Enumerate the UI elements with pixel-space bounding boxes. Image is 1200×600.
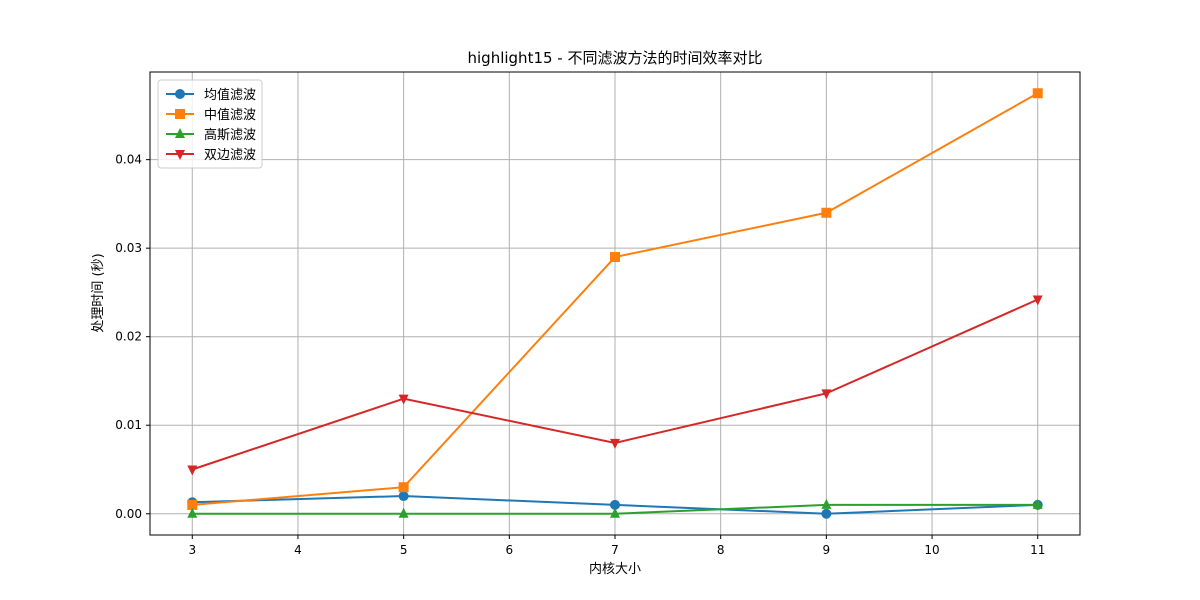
x-tick-label: 11 [1030,543,1045,557]
legend-label: 双边滤波 [204,148,256,163]
x-axis-label: 内核大小 [589,561,641,577]
data-point [398,482,409,493]
legend-label: 均值滤波 [204,87,256,103]
y-tick-label: 0.03 [115,241,142,255]
data-point [1032,88,1043,99]
legend-item: 双边滤波 [166,148,256,163]
data-point [821,207,832,218]
y-tick-label: 0.02 [115,330,142,344]
data-point [175,128,185,138]
y-tick-label: 0.00 [115,507,142,521]
chart-title: highlight15 - 不同滤波方法的时间效率对比 [468,49,763,67]
data-point [398,507,409,518]
legend-item: 均值滤波 [166,87,256,103]
series-group [187,88,1043,519]
data-point [1032,295,1043,306]
x-tick-label: 9 [823,543,831,557]
data-point [187,499,198,510]
x-tick-label: 8 [717,543,725,557]
x-tick-label: 4 [294,543,302,557]
data-point [1032,498,1043,509]
data-point [398,394,409,405]
series-triangle-up [187,498,1043,518]
data-point [610,507,620,518]
data-point [187,507,198,518]
data-point [821,498,832,509]
y-tick-label: 0.04 [115,153,142,167]
x-tick-label: 5 [400,543,408,557]
legend-label: 中值滤波 [204,107,256,123]
series-triangle-down [187,295,1043,476]
data-point [821,389,832,400]
data-point [610,499,620,510]
y-axis-label: 处理时间 (秒) [91,253,106,332]
grid [150,72,1080,535]
data-point [175,109,185,119]
y-tick-label: 0.01 [115,418,142,432]
x-tick-label: 7 [611,543,619,557]
x-tick-label: 10 [924,543,939,557]
legend-item: 高斯滤波 [166,127,256,143]
data-point [610,252,620,263]
data-point [398,491,409,502]
data-point [187,465,198,476]
x-tick-label: 3 [188,543,196,557]
data-point [610,438,620,449]
data-point [175,150,185,160]
legend-box [157,79,263,169]
legend-label: 高斯滤波 [204,127,256,143]
legend-item: 中值滤波 [166,107,256,123]
data-point [821,508,832,519]
x-tick-label: 6 [505,543,513,557]
data-point [175,89,185,99]
series-square [187,88,1043,510]
ticks: 3 4 5 6 7 8 9 10 11 0.00 0.01 0.02 0.03 0.04 [115,153,1045,557]
